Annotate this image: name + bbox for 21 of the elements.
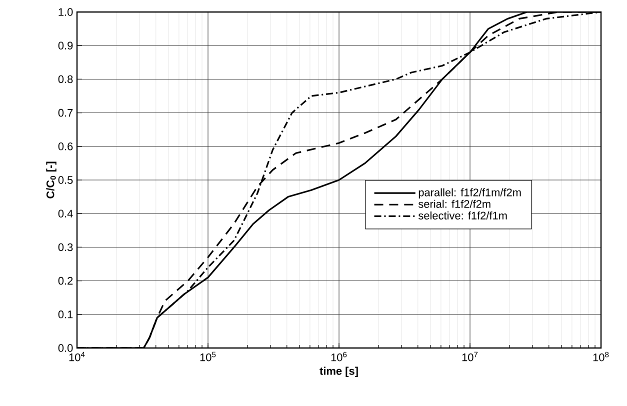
legend-label: selective: f1f2/f1m bbox=[418, 211, 507, 220]
x-tick-label: 10$^{7}$ bbox=[462, 352, 478, 362]
y-tick-label: 0.6 bbox=[58, 142, 73, 150]
x-tick-label: 10$^{5}$ bbox=[200, 352, 216, 362]
y-tick-label: 0.3 bbox=[58, 243, 73, 252]
legend-label: serial: f1f2/f2m bbox=[418, 200, 490, 208]
text: C/C$_{0}$ [-] bbox=[46, 162, 56, 198]
y-tick-label: 0.0 bbox=[58, 344, 73, 352]
x-tick-label: 10$^{8}$ bbox=[593, 352, 609, 362]
y-tick-label: 0.7 bbox=[58, 108, 73, 117]
y-tick-label: 0.8 bbox=[58, 75, 73, 84]
x-axis-title: time [s] bbox=[320, 366, 358, 377]
y-tick-label: 0.4 bbox=[58, 210, 73, 218]
x-tick-label: 10$^{4}$ bbox=[69, 352, 85, 362]
y-tick-label: 0.5 bbox=[58, 176, 73, 184]
y-tick-label: 0.2 bbox=[58, 276, 73, 285]
y-tick-label: 0.1 bbox=[58, 310, 73, 318]
legend-label: parallel: f1f2/f1m/f2m bbox=[418, 188, 521, 198]
y-tick-label: 0.9 bbox=[58, 42, 73, 50]
y-tick-label: 1.0 bbox=[58, 8, 73, 16]
x-tick-label: 10$^{6}$ bbox=[331, 352, 347, 362]
